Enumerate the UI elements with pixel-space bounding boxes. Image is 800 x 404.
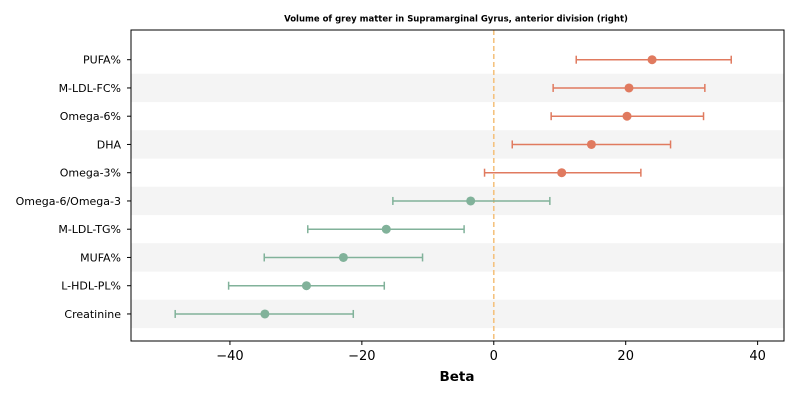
estimate-row (575, 55, 732, 65)
x-tick-label: 0 (490, 349, 498, 364)
estimate-row (227, 281, 386, 291)
chart-title: Volume of grey matter in Supramarginal G… (284, 15, 628, 25)
data-marks (174, 55, 732, 319)
estimate-row (483, 168, 642, 178)
x-axis-label: Beta (439, 369, 474, 385)
x-tick-label: −40 (216, 349, 243, 364)
x-tick-label: 20 (617, 349, 634, 364)
beta-point (466, 196, 476, 206)
row-label: DHA (97, 138, 122, 151)
row-band (131, 243, 784, 272)
beta-point (557, 168, 567, 178)
row-label: Omega-3% (60, 167, 121, 180)
beta-point (381, 224, 391, 234)
row-label: PUFA% (83, 54, 121, 67)
beta-point (647, 55, 657, 65)
estimate-row (174, 309, 355, 319)
estimate-row (307, 224, 465, 234)
beta-point (624, 83, 634, 93)
x-tick-label: 40 (749, 349, 766, 364)
beta-point (586, 139, 596, 149)
row-label: L-HDL-PL% (61, 280, 121, 293)
row-label: Creatinine (64, 308, 121, 321)
x-tick-label: −20 (348, 349, 375, 364)
x-axis-ticks: −40 −20 0 20 40 (216, 341, 766, 364)
estimate-row (552, 83, 706, 93)
row-label: Omega-6/Omega-3 (16, 195, 121, 208)
plot-frame (130, 29, 785, 342)
row-label: Omega-6% (60, 110, 121, 123)
beta-point (301, 281, 311, 291)
row-label: M-LDL-TG% (58, 223, 121, 236)
row-label: M-LDL-FC% (59, 82, 121, 95)
estimate-row (511, 139, 672, 149)
beta-point (622, 111, 632, 121)
y-axis-labels: PUFA% M-LDL-FC% Omega-6% DHA Omega-3% Omega-6… (16, 54, 131, 321)
estimate-row (392, 196, 551, 206)
estimate-row (263, 252, 424, 262)
beta-point (338, 252, 348, 262)
beta-point (260, 309, 270, 319)
estimate-row (550, 111, 705, 121)
row-band (131, 130, 784, 159)
row-label: MUFA% (80, 251, 121, 264)
